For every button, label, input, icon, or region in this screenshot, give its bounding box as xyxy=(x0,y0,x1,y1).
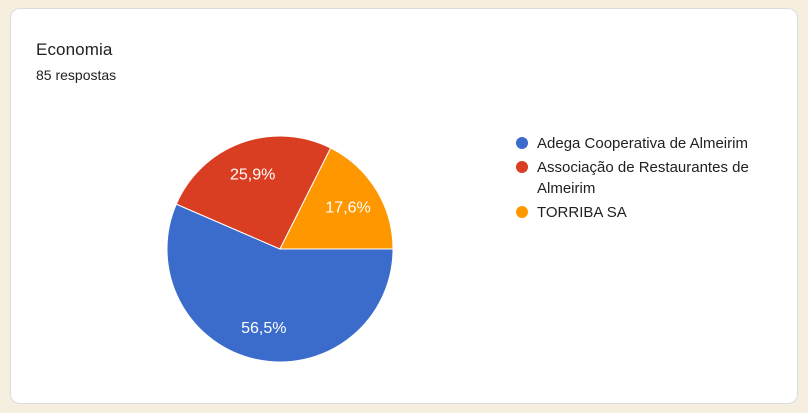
question-title: Economia xyxy=(36,40,113,59)
question-summary-card: Economia 85 respostas 56,5% 25,9% 17,6% Ad… xyxy=(10,8,798,404)
pie-slice-percentage-label: 56,5% xyxy=(241,320,286,337)
chart-legend: Adega Cooperativa de Almeirim Associação… xyxy=(516,133,794,226)
legend-dot-icon xyxy=(516,161,528,173)
pie-slice-percentage-label: 25,9% xyxy=(230,166,275,183)
legend-item: Associação de Restaurantes de Almeirim xyxy=(516,157,794,199)
legend-label: Associação de Restaurantes de Almeirim xyxy=(537,159,749,197)
responses-count: 85 respostas xyxy=(36,67,117,83)
legend-item: TORRIBA SA xyxy=(516,202,794,223)
legend-label: Adega Cooperativa de Almeirim xyxy=(537,135,748,152)
legend-dot-icon xyxy=(516,137,528,149)
pie-slice-percentage-label: 17,6% xyxy=(325,200,370,217)
legend-dot-icon xyxy=(516,206,528,218)
pie-slice-1[interactable] xyxy=(175,135,332,250)
pie-slice-0[interactable] xyxy=(166,203,394,363)
legend-item: Adega Cooperativa de Almeirim xyxy=(516,133,794,154)
pie-chart-container: 56,5% 25,9% 17,6% xyxy=(160,129,400,369)
pie-chart: 56,5% 25,9% 17,6% xyxy=(166,135,394,363)
pie-slice-2[interactable] xyxy=(279,147,394,250)
legend-label: TORRIBA SA xyxy=(537,204,627,221)
